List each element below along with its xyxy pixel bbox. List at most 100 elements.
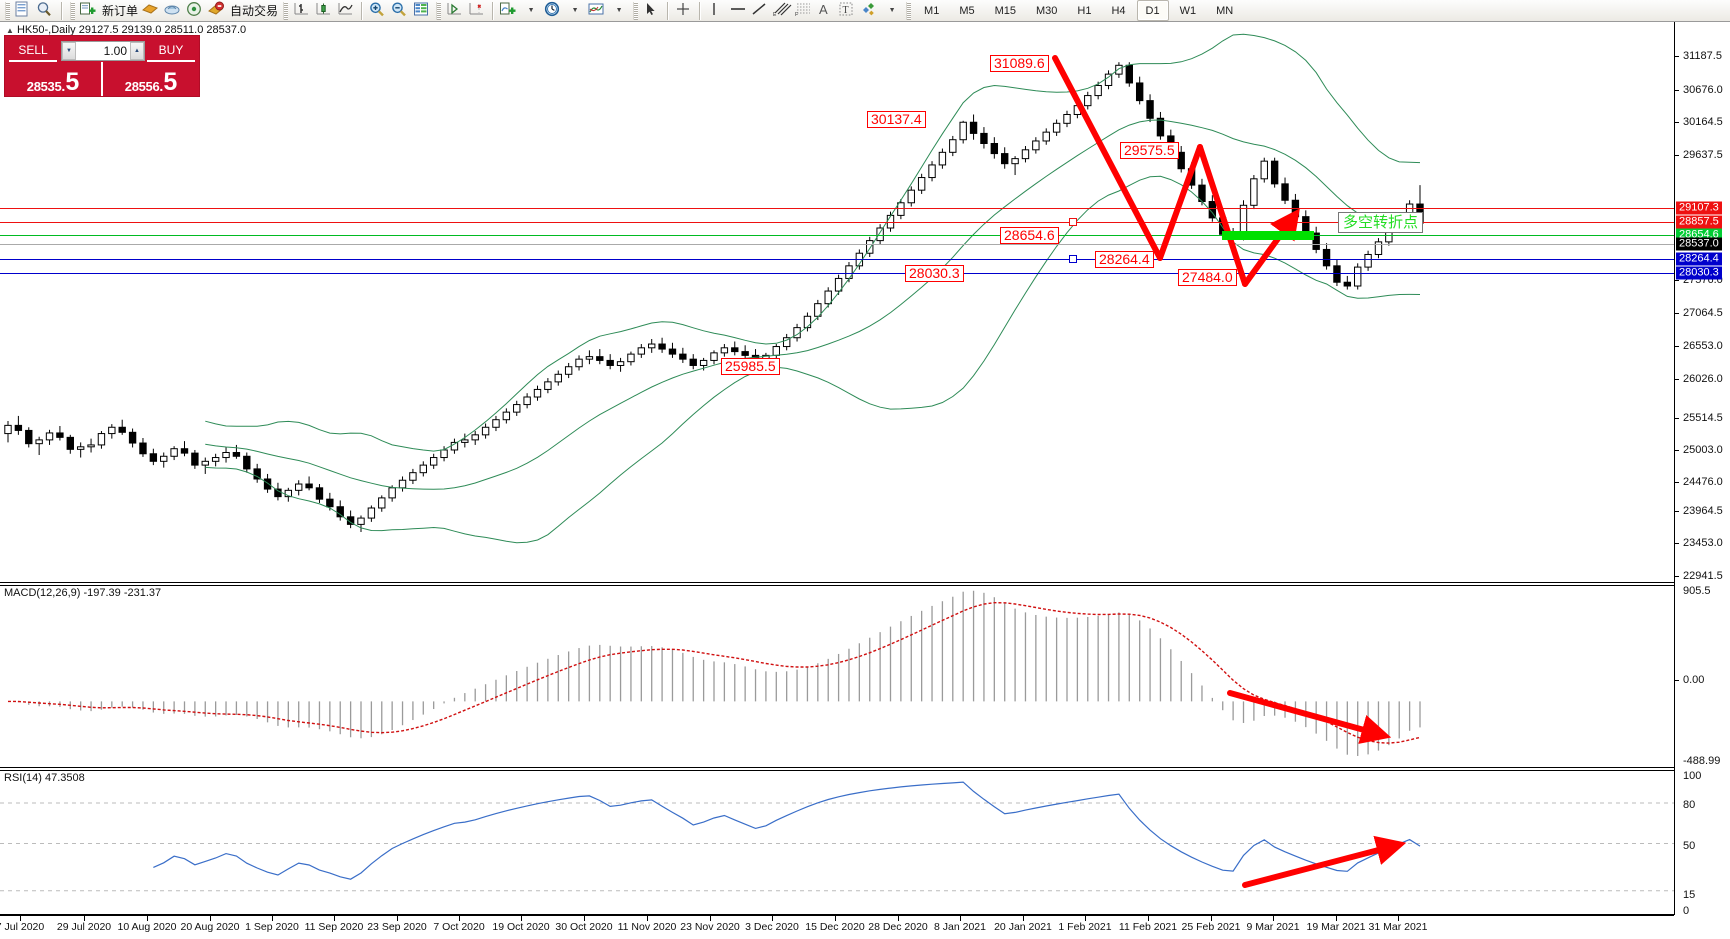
anno-28030[interactable]: 28030.3 [905,265,964,282]
level-line-28030[interactable] [0,273,1674,274]
navigator-icon[interactable] [163,1,183,21]
toolbar-grip-5[interactable] [633,1,639,20]
toolbar-grip-4[interactable] [436,1,442,20]
indicators-icon[interactable] [499,1,519,21]
price-pane[interactable]: 31089.6 30137.4 29575.5 28654.6 28264.4 28030… [0,22,1674,582]
timeframe-m15-button[interactable]: M15 [994,4,1016,17]
autotrading-label[interactable]: 自动交易 [230,4,279,18]
macd-downtrend-arrow[interactable] [1227,690,1392,744]
level-line-28264[interactable] [0,259,1674,260]
anno-29575[interactable]: 29575.5 [1120,142,1179,159]
text-icon[interactable]: A [816,1,836,21]
new-chart-icon[interactable] [14,1,34,21]
indicators-dropdown-caret[interactable]: ▼ [527,7,535,14]
timeframe-group[interactable]: M1 M5 M15 M30 H1 H4 D1 W1 MN [914,0,1243,21]
toolbar-separator-3 [492,1,495,20]
downtrend-arrow-2[interactable] [1197,144,1248,287]
anno-25985[interactable]: 25985.5 [721,358,780,375]
zoom-out-icon[interactable] [390,1,410,21]
periods-icon[interactable] [543,1,563,21]
main-toolbar[interactable]: 新订单 自动交易 ▼ ▼ ▼ [0,0,1730,22]
resistance-upper-badge[interactable]: 29107.3 [1676,201,1722,215]
timeframe-m5-button[interactable]: M5 [959,4,975,17]
level-line-28537[interactable] [0,244,1674,245]
buy-button[interactable]: BUY [147,39,195,62]
templates-dropdown-caret[interactable]: ▼ [615,7,623,14]
trendline-icon[interactable] [750,1,770,21]
toolbar-grip-6[interactable] [906,1,912,20]
autotrading-icon[interactable] [207,1,227,21]
cursor-icon[interactable] [642,1,662,21]
level-line-28654[interactable] [0,235,1674,236]
one-click-trading-panel[interactable]: SELL ▼ 1.00 ▲ BUY 28535. 5 28556. 5 [4,35,200,97]
toolbar-grip-2[interactable] [70,1,75,20]
chart-shift-icon[interactable] [467,1,487,21]
support-blue-lower-badge[interactable]: 28030.3 [1676,266,1722,280]
level-line-28857-handle[interactable] [1069,218,1077,226]
anno-28264[interactable]: 28264.4 [1095,251,1154,268]
templates-icon[interactable] [587,1,607,21]
resistance-lower-badge[interactable]: 28857.5 [1676,215,1722,229]
anno-28654[interactable]: 28654.6 [1000,227,1059,244]
price-drawings[interactable] [0,22,1674,582]
timeframe-h4-button[interactable]: H4 [1111,4,1126,17]
bull-bear-turning-point-note[interactable]: 多空转折点 [1338,212,1424,233]
volume-decrement-button[interactable]: ▼ [62,41,76,60]
volume-increment-button[interactable]: ▲ [130,41,144,60]
sell-price[interactable]: 28535. 5 [5,62,103,96]
volume-field[interactable]: ▼ 1.00 ▲ [61,40,145,61]
crosshair-icon[interactable] [674,1,694,21]
timeframe-m30-button[interactable]: M30 [1036,4,1058,17]
vertical-line-icon[interactable] [706,1,726,21]
data-window-icon[interactable] [412,1,432,21]
sell-button[interactable]: SELL [9,39,57,62]
market-watch-icon[interactable] [36,1,56,21]
macd-pane[interactable] [0,585,1674,767]
fibonacci-retracement-icon[interactable]: F [794,1,814,21]
timeframe-d1-button[interactable]: D1 [1136,0,1169,21]
level-line-28857[interactable] [0,222,1674,223]
buy-price[interactable]: 28556. 5 [103,62,199,96]
rsi-pane[interactable] [0,770,1674,915]
expert-advisor-icon[interactable] [141,1,161,21]
line-chart-icon[interactable] [336,1,356,21]
anno-31089[interactable]: 31089.6 [990,55,1049,72]
objects-dropdown-caret[interactable]: ▼ [888,7,896,14]
anno-27484[interactable]: 27484.0 [1178,269,1237,286]
volume-value[interactable]: 1.00 [76,41,130,60]
level-line-29107[interactable] [0,208,1674,209]
text-label-icon[interactable]: T [838,1,858,21]
chart-window[interactable]: ▲ HK50-,Daily 29127.5 29139.0 28511.0 28… [0,22,1730,938]
level-line-28264-handle[interactable] [1069,255,1077,263]
rsi-uptrend-arrow[interactable] [1242,835,1407,888]
bar-chart-icon[interactable] [292,1,312,21]
signals-icon[interactable] [185,1,205,21]
toolbar-grip-1[interactable] [5,1,10,20]
periods-dropdown-caret[interactable]: ▼ [571,7,579,14]
timeframe-m1-button[interactable]: M1 [924,4,940,17]
new-order-label[interactable]: 新订单 [102,4,139,18]
zoom-in-icon[interactable] [368,1,388,21]
timeframe-w1-button[interactable]: W1 [1179,4,1197,17]
equidistant-channel-icon[interactable]: E [772,1,792,21]
green-support-zone[interactable] [1222,231,1314,240]
candlestick-chart-icon[interactable] [314,1,334,21]
date-axis[interactable]: 7 Jul 2020 29 Jul 2020 10 Aug 2020 20 Aug 2… [0,915,1674,939]
date-tick-label: 11 Nov 2020 [617,921,677,933]
last-price-badge[interactable]: 28537.0 [1676,237,1722,251]
oct-controls-row[interactable]: SELL ▼ 1.00 ▲ BUY [5,36,199,62]
objects-list-icon[interactable] [860,1,880,21]
chart-collapse-icon[interactable]: ▲ [6,26,14,35]
price-tick-mark [1674,56,1679,57]
support-blue-upper-badge[interactable]: 28264.4 [1676,252,1722,266]
downtrend-arrow-1[interactable] [1052,55,1163,261]
new-order-icon[interactable] [79,1,99,21]
toolbar-grip-3[interactable] [283,1,289,20]
anno-30137[interactable]: 30137.4 [867,111,926,128]
horizontal-line-icon[interactable] [728,1,748,21]
uptrend-arrow-1[interactable] [1157,144,1203,261]
oct-quotes-row[interactable]: 28535. 5 28556. 5 [5,62,199,96]
timeframe-mn-button[interactable]: MN [1216,4,1234,17]
auto-scroll-icon[interactable] [445,1,465,21]
timeframe-h1-button[interactable]: H1 [1077,4,1092,17]
